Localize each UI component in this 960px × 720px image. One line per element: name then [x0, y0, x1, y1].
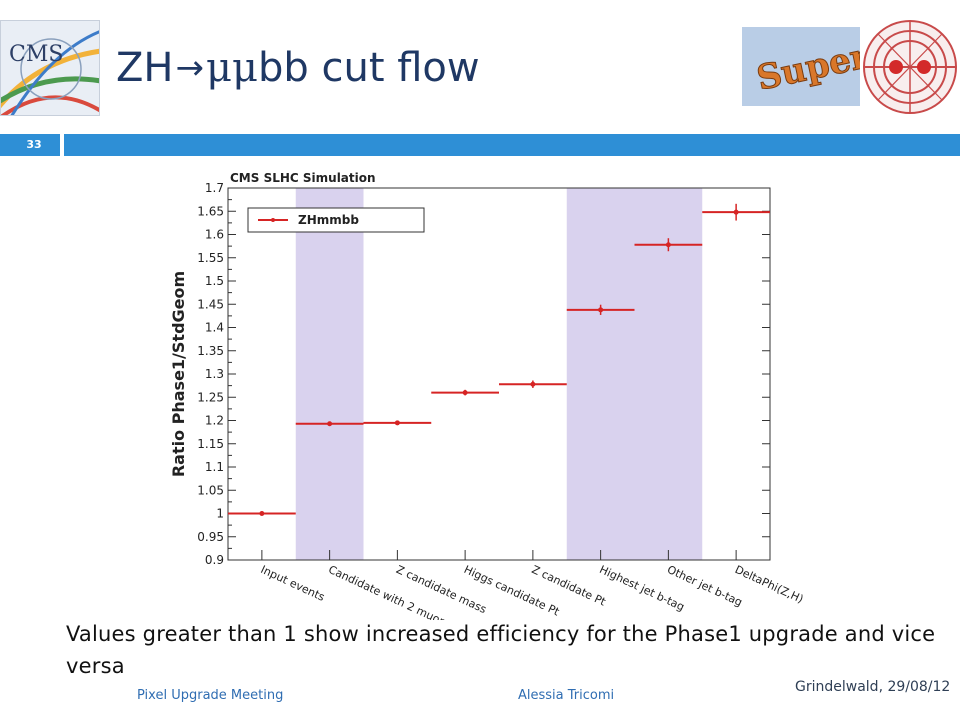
slide-caption: Values greater than 1 show increased eff… — [66, 622, 936, 678]
title-mumu: μμ — [205, 45, 258, 91]
y-axis-label: Ratio Phase1/StdGeom — [169, 271, 188, 477]
y-tick-label: 1.3 — [205, 367, 224, 381]
y-tick-label: 1.15 — [197, 437, 224, 451]
data-point — [394, 420, 400, 426]
y-tick-label: 1.25 — [197, 390, 224, 404]
y-tick-label: 1.55 — [197, 251, 224, 265]
y-tick-label: 1.35 — [197, 344, 224, 358]
y-tick-label: 1.2 — [205, 414, 224, 428]
legend-marker-dot — [271, 218, 275, 222]
x-tick-label: DeltaPhi(Z,H) — [733, 563, 805, 606]
data-point — [598, 307, 604, 313]
header-bar — [64, 134, 960, 156]
data-point — [462, 390, 468, 396]
data-point — [327, 421, 333, 427]
super-logo-text: Super — [753, 36, 860, 99]
footer-date: Grindelwald, 29/08/12 — [795, 679, 951, 695]
slide-title: ZH→μμbb cut flow — [116, 48, 480, 88]
y-tick-label: 1.65 — [197, 204, 224, 218]
footer-author: Alessia Tricomi — [518, 688, 615, 703]
cms-logo-text: CMS — [9, 42, 63, 67]
slide-number-bar: 33 — [0, 134, 60, 156]
y-tick-label: 1.4 — [205, 321, 224, 335]
y-tick-label: 0.95 — [197, 530, 224, 544]
shaded-bin-5 — [566, 188, 635, 560]
y-tick-label: 1.45 — [197, 297, 224, 311]
cutflow-chart: CMS SLHC Simulation 0.9 0.95 1 1.05 1.1 1.15 1.… — [160, 160, 820, 632]
y-tick-label: 1.7 — [205, 181, 224, 195]
slide-number: 33 — [26, 138, 42, 151]
footer-meeting: Pixel Upgrade Meeting — [137, 688, 284, 703]
data-point — [665, 242, 671, 248]
data-point — [733, 209, 739, 215]
super-logo: Super — [742, 27, 860, 106]
data-point — [259, 511, 265, 516]
data-point — [530, 381, 536, 387]
y-tick-label: 1.05 — [197, 483, 224, 497]
chart-title: CMS SLHC Simulation — [230, 171, 376, 185]
y-tick-label: 1 — [216, 507, 224, 521]
y-tick-label: 0.9 — [205, 553, 224, 567]
title-suffix: bb cut flow — [257, 45, 480, 91]
title-arrow-icon: → — [175, 48, 204, 88]
y-tick-label: 1.5 — [205, 274, 224, 288]
x-tick-label: Input events — [259, 563, 327, 604]
y-tick-label: 1.6 — [205, 228, 224, 242]
cutflow-chart-svg: CMS SLHC Simulation 0.9 0.95 1 1.05 1.1 1.15 1.… — [169, 171, 805, 632]
lhc-logo — [860, 14, 960, 120]
y-tick-label: 1.1 — [205, 460, 224, 474]
legend-label: ZHmmbb — [298, 213, 359, 227]
shaded-bin-1 — [295, 188, 364, 560]
cms-logo: CMS — [0, 20, 100, 116]
title-prefix: ZH — [116, 45, 174, 91]
